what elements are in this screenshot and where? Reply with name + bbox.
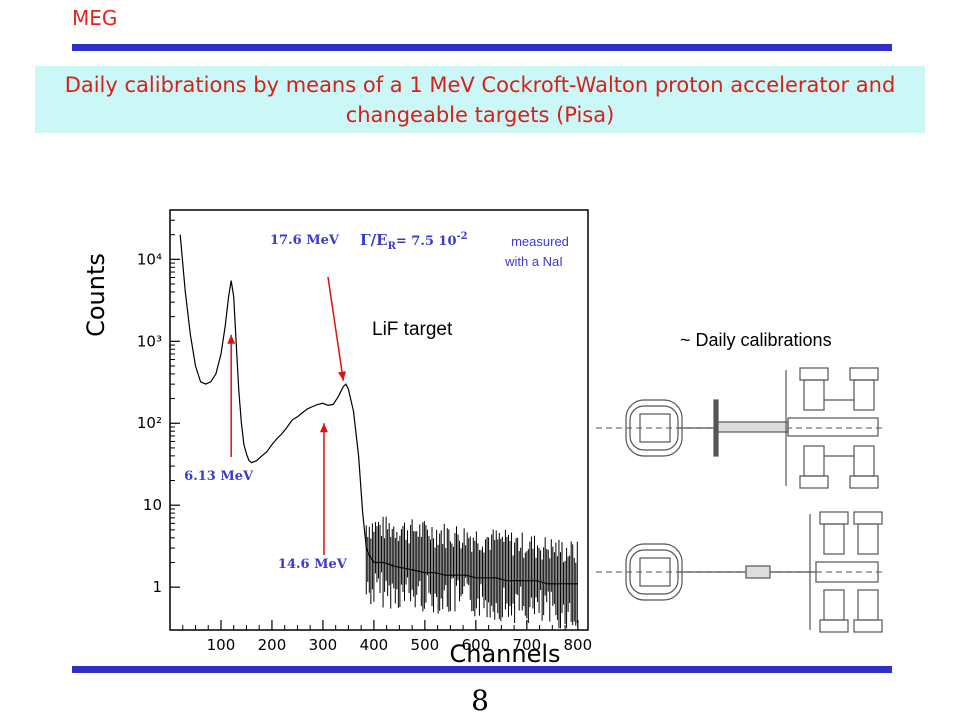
y-tick-label-4: 10⁴ xyxy=(137,250,162,268)
plot-frame xyxy=(169,209,589,631)
resolution-exponent: -2 xyxy=(457,231,468,242)
resolution-energy: 17.6 MeV xyxy=(270,233,340,248)
arrow-14-6-head xyxy=(319,423,328,433)
arrow-17-6-head xyxy=(338,371,346,381)
x-tick-labels: 100 200 300 400 500 600 700 800 xyxy=(207,636,592,654)
x-ticks xyxy=(182,620,579,630)
resolution-formula: Γ/E xyxy=(360,231,388,249)
y-axis-label: Counts xyxy=(82,253,110,337)
x-tick-label-200: 200 xyxy=(258,636,287,654)
noise-bins xyxy=(365,516,578,629)
peak-arrows xyxy=(227,276,346,555)
x-axis-label: Channels xyxy=(449,640,560,668)
y-ticks xyxy=(170,219,180,588)
resolution-note-line1: measured xyxy=(511,234,569,249)
resolution-note-line2: with a NaI xyxy=(504,254,563,269)
slide-title: Daily calibrations by means of a 1 MeV C… xyxy=(64,73,896,127)
x-tick-label-100: 100 xyxy=(207,636,236,654)
y-tick-label-1: 10 xyxy=(143,496,162,514)
peak-label-6-13: 6.13 MeV xyxy=(184,469,254,484)
title-background xyxy=(35,66,925,133)
calibration-apparatus-drawing xyxy=(596,367,886,633)
top-divider-bar xyxy=(72,44,892,51)
meg-logo-text: MEG xyxy=(72,6,118,30)
x-tick-label-700: 700 xyxy=(513,636,542,654)
lif-target-label: LiF target xyxy=(372,319,453,340)
spectrum-chart: 100 200 300 400 500 600 700 800 1 10 10² 10³ 10⁴ Co… xyxy=(82,209,592,668)
daily-calibrations-label: ~ Daily calibrations xyxy=(680,330,832,350)
resolution-subscript: R xyxy=(388,241,397,252)
resolution-annotation: 17.6 MeV Γ/ER= 7.5 10-2 xyxy=(270,231,468,252)
x-tick-label-400: 400 xyxy=(360,636,389,654)
x-tick-label-600: 600 xyxy=(462,636,491,654)
page-number: 8 xyxy=(471,684,489,717)
y-tick-label-0: 1 xyxy=(152,578,162,596)
apparatus-bottom xyxy=(596,511,886,633)
peak-label-14-6: 14.6 MeV xyxy=(278,557,348,572)
bottom-divider-bar xyxy=(72,666,892,673)
svg-text:17.6 MeV: 17.6 MeV xyxy=(270,233,340,248)
y-tick-labels: 1 10 10² 10³ 10⁴ xyxy=(137,250,162,596)
y-tick-label-2: 10² xyxy=(137,414,162,432)
x-tick-label-800: 800 xyxy=(563,636,592,654)
resolution-value: = 7.5 10 xyxy=(396,234,457,249)
x-tick-label-300: 300 xyxy=(309,636,338,654)
arrow-17-6 xyxy=(327,276,345,381)
apparatus-top xyxy=(596,367,886,489)
x-tick-label-500: 500 xyxy=(411,636,440,654)
svg-text:Γ/ER= 7.5 10-2: Γ/ER= 7.5 10-2 xyxy=(360,231,468,252)
y-tick-label-3: 10³ xyxy=(137,332,162,350)
arrow-6-13-head xyxy=(227,334,236,344)
spectrum-line xyxy=(179,234,578,585)
